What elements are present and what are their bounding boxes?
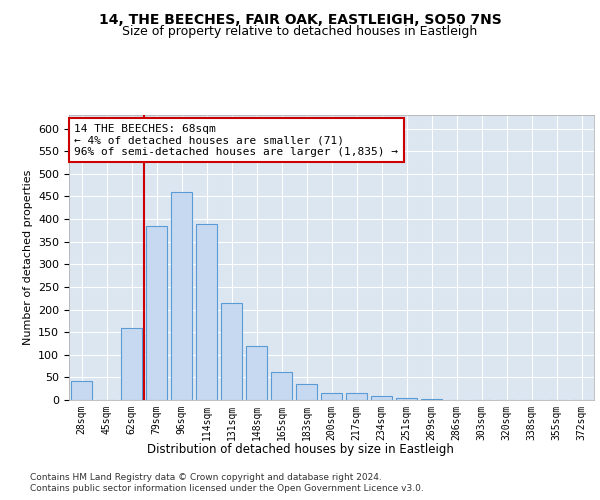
Y-axis label: Number of detached properties: Number of detached properties <box>23 170 32 345</box>
Bar <box>71 381 92 400</box>
Bar <box>371 396 392 400</box>
Bar <box>171 192 192 400</box>
Bar <box>221 302 242 400</box>
Text: Distribution of detached houses by size in Eastleigh: Distribution of detached houses by size … <box>146 442 454 456</box>
Text: Contains public sector information licensed under the Open Government Licence v3: Contains public sector information licen… <box>30 484 424 493</box>
Bar <box>346 393 367 400</box>
Bar <box>146 226 167 400</box>
Text: Contains HM Land Registry data © Crown copyright and database right 2024.: Contains HM Land Registry data © Crown c… <box>30 472 382 482</box>
Bar <box>246 346 267 400</box>
Bar <box>296 384 317 400</box>
Bar <box>421 399 442 400</box>
Bar <box>271 372 292 400</box>
Text: 14 THE BEECHES: 68sqm
← 4% of detached houses are smaller (71)
96% of semi-detac: 14 THE BEECHES: 68sqm ← 4% of detached h… <box>74 124 398 157</box>
Bar <box>196 224 217 400</box>
Text: Size of property relative to detached houses in Eastleigh: Size of property relative to detached ho… <box>122 25 478 38</box>
Bar <box>396 398 417 400</box>
Bar <box>121 328 142 400</box>
Text: 14, THE BEECHES, FAIR OAK, EASTLEIGH, SO50 7NS: 14, THE BEECHES, FAIR OAK, EASTLEIGH, SO… <box>98 12 502 26</box>
Bar <box>321 393 342 400</box>
